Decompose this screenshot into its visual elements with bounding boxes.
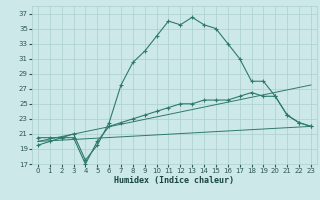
X-axis label: Humidex (Indice chaleur): Humidex (Indice chaleur) [115, 176, 234, 185]
